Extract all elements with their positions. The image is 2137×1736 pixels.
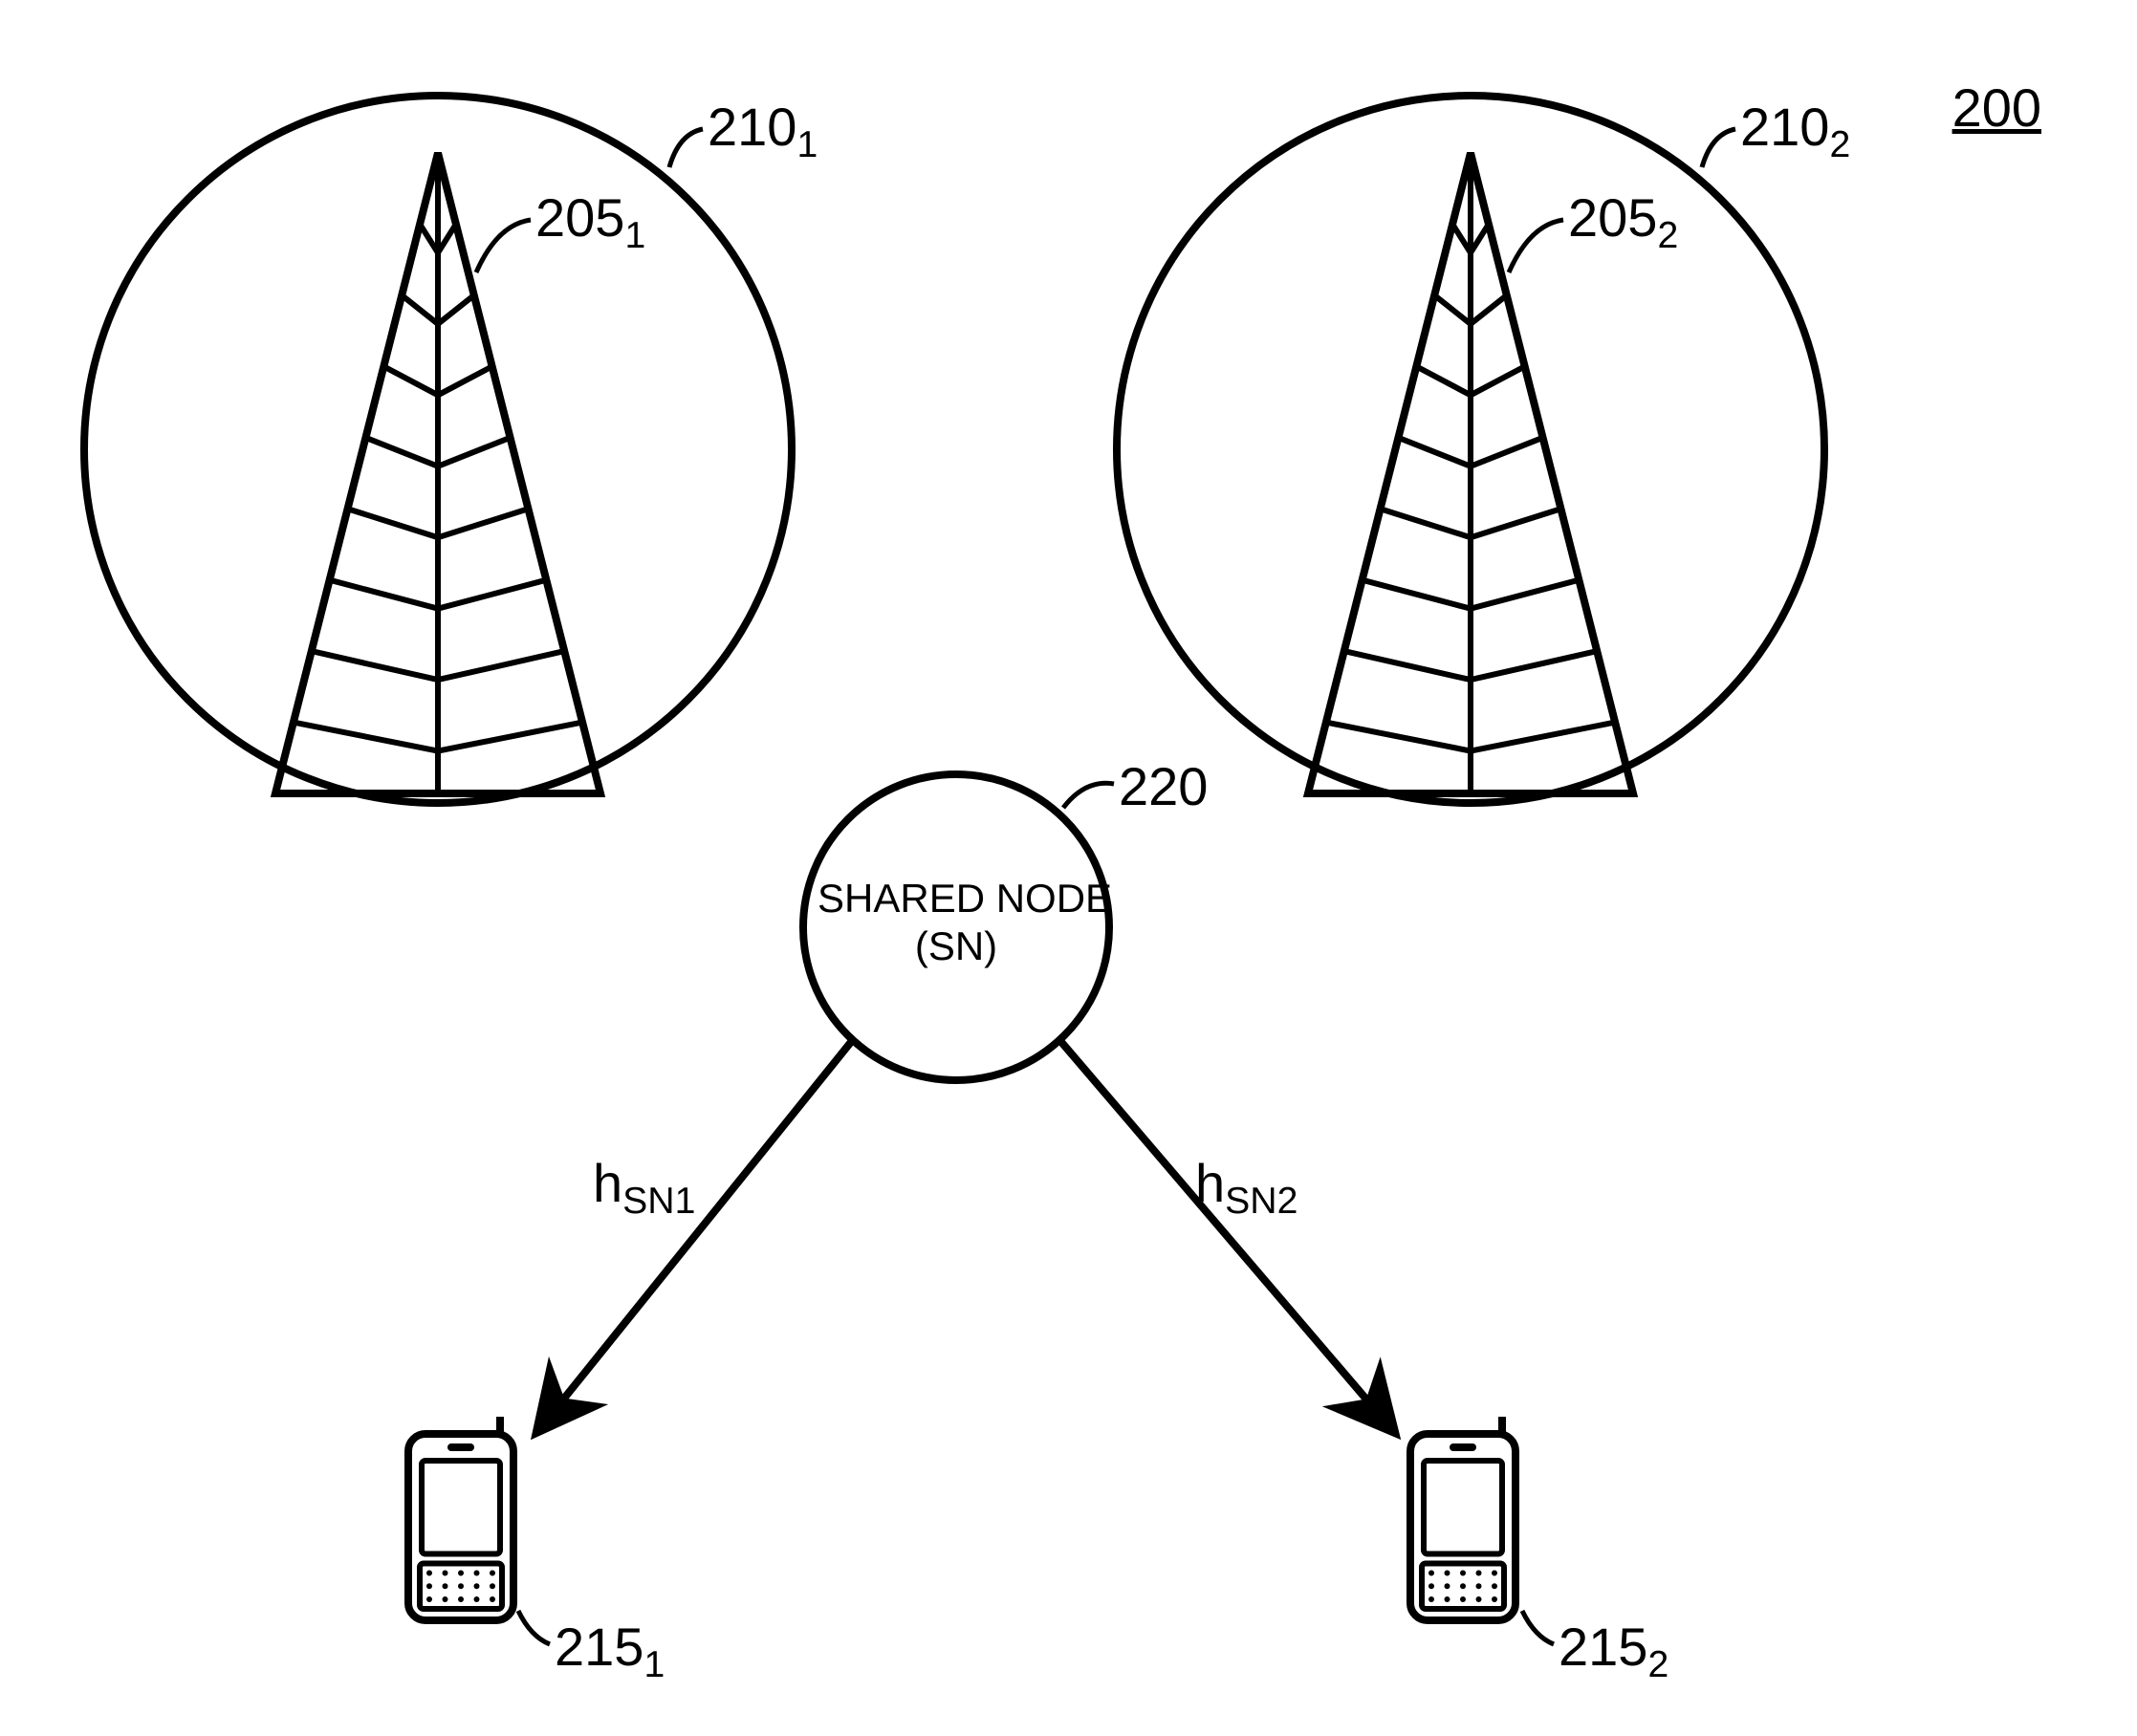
label-tower-2-sub: 2 <box>1657 215 1678 256</box>
device-1-key <box>474 1583 480 1589</box>
devices-group <box>408 1417 1516 1620</box>
device-2-key <box>1476 1596 1482 1602</box>
label-cell-2-main: 210 <box>1740 97 1829 157</box>
device-2-key <box>1428 1571 1434 1576</box>
label-arrow-1: hSN1 <box>593 1152 695 1223</box>
leader-device-1 <box>518 1611 550 1644</box>
label-device-2-sub: 2 <box>1647 1644 1668 1685</box>
device-2-key <box>1445 1596 1450 1602</box>
device-2-key <box>1460 1583 1466 1589</box>
device-1-key <box>490 1596 495 1602</box>
leader-cell-1 <box>669 129 703 167</box>
label-tower-1-sub: 1 <box>624 215 645 256</box>
device-1-key <box>490 1571 495 1576</box>
label-arrow-1-main: h <box>593 1153 622 1213</box>
device-1-screen <box>422 1461 500 1554</box>
label-device-1-sub: 1 <box>643 1644 665 1685</box>
device-1-key <box>458 1583 464 1589</box>
label-cell-2: 2102 <box>1740 96 1850 166</box>
device-1-key <box>426 1583 432 1589</box>
device-1-key <box>474 1571 480 1576</box>
label-cell-2-sub: 2 <box>1829 124 1850 165</box>
label-arrow-1-sub: SN1 <box>622 1181 695 1222</box>
device-2-key <box>1476 1571 1482 1576</box>
shared-node-text: SHARED NODE (SN) <box>818 875 1095 971</box>
device-2-key <box>1460 1571 1466 1576</box>
label-tower-2-main: 205 <box>1568 187 1657 248</box>
device-2-key <box>1428 1583 1434 1589</box>
device-2-key <box>1445 1571 1450 1576</box>
label-arrow-2-main: h <box>1195 1153 1225 1213</box>
label-device-1-main: 215 <box>555 1617 643 1677</box>
label-device-2: 2152 <box>1559 1616 1668 1686</box>
device-1-key <box>443 1596 448 1602</box>
label-cell-1-main: 210 <box>708 97 796 157</box>
label-device-2-main: 215 <box>1559 1617 1647 1677</box>
label-tower-1-main: 205 <box>535 187 624 248</box>
leader-tower-1 <box>476 220 531 272</box>
device-1-key <box>426 1596 432 1602</box>
device-2-key <box>1445 1583 1450 1589</box>
label-shared-node: 220 <box>1119 755 1208 817</box>
shared-node-text-line2: (SN) <box>818 922 1095 970</box>
device-1-key <box>458 1571 464 1576</box>
label-arrow-2: hSN2 <box>1195 1152 1297 1223</box>
device-2-key <box>1428 1596 1434 1602</box>
diagram-canvas <box>0 0 2137 1736</box>
label-cell-1-sub: 1 <box>796 124 818 165</box>
shared-node-text-line1: SHARED NODE <box>818 875 1095 922</box>
device-1-key <box>458 1596 464 1602</box>
leader-sn <box>1063 783 1114 808</box>
arrow-1 <box>535 1042 851 1434</box>
leader-tower-2 <box>1509 220 1563 272</box>
arrows-group <box>535 1042 1396 1434</box>
label-tower-1: 2051 <box>535 186 645 257</box>
device-1-key <box>490 1583 495 1589</box>
device-2-key <box>1492 1571 1497 1576</box>
label-arrow-2-sub: SN2 <box>1225 1181 1297 1222</box>
device-2-screen <box>1424 1461 1502 1554</box>
figure-number-text: 200 <box>1952 77 2041 138</box>
label-device-1: 2151 <box>555 1616 665 1686</box>
device-2-key <box>1492 1596 1497 1602</box>
device-1-earpiece <box>447 1443 474 1451</box>
leader-device-2 <box>1522 1611 1554 1644</box>
device-1-key <box>443 1571 448 1576</box>
towers-group <box>275 153 1633 793</box>
label-shared-node-main: 220 <box>1119 756 1208 816</box>
label-cell-1: 2101 <box>708 96 818 166</box>
device-1-key <box>443 1583 448 1589</box>
leader-cell-2 <box>1702 129 1735 167</box>
device-2-key <box>1460 1596 1466 1602</box>
device-2-key <box>1492 1583 1497 1589</box>
device-2-key <box>1476 1583 1482 1589</box>
figure-number: 200 <box>1952 76 2041 139</box>
device-2-earpiece <box>1450 1443 1476 1451</box>
arrow-2 <box>1061 1042 1396 1434</box>
device-1-key <box>474 1596 480 1602</box>
label-tower-2: 2052 <box>1568 186 1678 257</box>
device-1-key <box>426 1571 432 1576</box>
